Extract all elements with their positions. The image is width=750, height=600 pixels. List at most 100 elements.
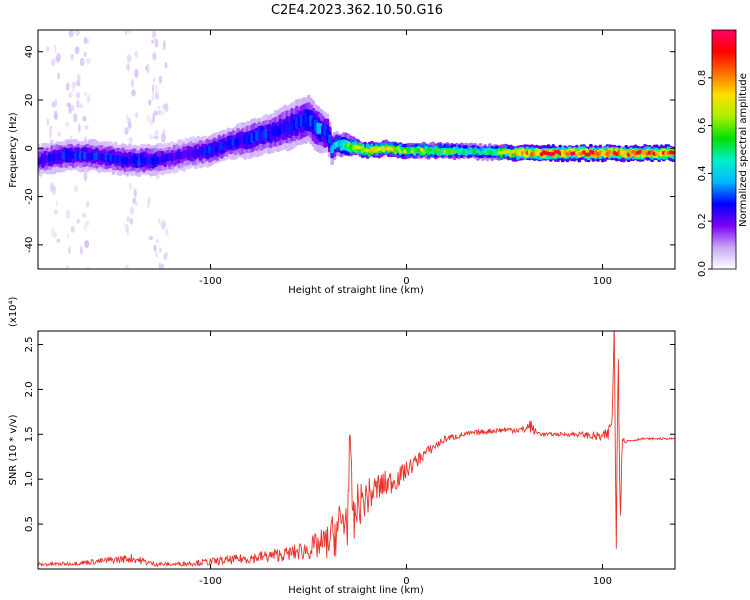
spectrogram-noise-blob xyxy=(50,182,55,192)
spectrogram-noise-blob xyxy=(165,252,169,258)
spectrogram-noise-blob xyxy=(129,217,134,225)
spectrogram-noise-blob xyxy=(68,91,73,99)
spectrogram-noise-blob xyxy=(155,238,159,244)
spectrogram-noise-blob xyxy=(73,113,78,123)
spectrogram-noise-blob xyxy=(152,113,155,123)
spectrogram-noise-blob xyxy=(126,216,130,223)
spectrogram-noise-blob xyxy=(54,43,57,54)
snr-x-tick-label: 0 xyxy=(403,576,409,587)
snr-frame xyxy=(37,330,676,570)
snr-axes: -100 0 100 0.5 1.0 1.5 2.0 2.5 xyxy=(24,331,675,587)
spectrogram-noise-blob xyxy=(51,227,54,238)
spectrogram-noise-blob xyxy=(76,79,81,87)
spectrogram-noise-blob xyxy=(131,79,134,88)
spectrogram-noise-blob xyxy=(153,77,156,83)
colorbar-label: Normalized spectral amplitude xyxy=(738,73,749,227)
colorbar-gradient xyxy=(712,30,736,269)
spectrogram-frame xyxy=(37,29,676,270)
spectrogram-noise-blob xyxy=(76,218,81,224)
spectrogram-noise-blob xyxy=(75,30,80,36)
spectrogram-noise-blob xyxy=(153,38,156,44)
snr-y-axis-label: SNR (10 * v/v) xyxy=(8,414,19,485)
spectrogram-noise-blob xyxy=(55,200,58,206)
spectrogram-noise-blob xyxy=(160,219,166,230)
spectrogram-noise-blob xyxy=(79,245,83,255)
spectrogram-noise-blob xyxy=(154,91,159,100)
spectrogram-noise-blob xyxy=(133,188,137,198)
snr-y-tick-label: 0.5 xyxy=(24,516,35,532)
spectrogram-noise-blob xyxy=(152,83,155,93)
spectrogram-noise-blob xyxy=(162,40,166,51)
spectrogram-noise-blob xyxy=(161,263,165,269)
spectrogram-noise-blob xyxy=(149,134,154,140)
spectrogram-noise-blob xyxy=(85,221,90,226)
spectrogram-noise-blob xyxy=(126,228,129,236)
spectrogram-noise-blob xyxy=(134,50,139,58)
spectrogram-x-tick-label: 0 xyxy=(403,276,409,287)
colorbar-frame xyxy=(711,29,737,270)
spectrogram-noise-blob xyxy=(80,57,85,67)
spectrogram-noise-blob xyxy=(84,51,87,58)
spectrogram-trace-segment xyxy=(586,152,591,157)
spectrogram-noise-blob xyxy=(65,209,71,219)
spectrogram-noise-blob xyxy=(125,30,128,36)
colorbar-tick-label: 0.6 xyxy=(697,118,708,134)
spectrogram-noise-blob xyxy=(158,109,162,116)
snr-y-tick-label: 1.5 xyxy=(24,426,35,442)
spectrogram-noise-blob xyxy=(165,228,169,237)
colorbar-tick-label: 0.8 xyxy=(697,70,708,86)
spectrogram-noise-blob xyxy=(72,30,75,35)
spectrogram-noise-blob xyxy=(151,30,157,39)
spectrogram-noise-blob xyxy=(73,185,79,193)
spectrogram-noise-blob xyxy=(65,121,70,127)
spectrogram-x-axis-label: Height of straight line (km) xyxy=(288,285,424,296)
spectrogram-y-tick-label: 0 xyxy=(24,145,35,151)
snr-panel: -100 0 100 0.5 1.0 1.5 2.0 2.5 Height of straig… xyxy=(8,296,676,596)
spectrogram-noise-blob xyxy=(74,46,80,55)
spectrogram-noise-blob xyxy=(71,83,75,93)
spectrogram-noise-blob xyxy=(70,53,74,61)
spectrogram-noise-blob xyxy=(66,234,69,239)
spectrogram-noise-blob xyxy=(148,99,152,106)
snr-y-tick-label: 2.0 xyxy=(24,381,35,397)
spectrogram-noise-blob xyxy=(85,201,90,208)
spectrogram-noise-blob xyxy=(57,131,62,137)
spectrogram-noise-blob xyxy=(147,199,150,209)
spectrogram-noise-blob xyxy=(154,252,159,258)
spectrogram-noise-blob xyxy=(164,102,169,113)
spectrogram-noise-blob xyxy=(131,89,136,97)
spectrogram-noise-blob xyxy=(152,52,157,61)
spectrogram-noise-blob xyxy=(86,94,91,104)
spectrogram-noise-blob xyxy=(124,264,130,269)
spectrogram-y-axis-label: Frequency (Hz) xyxy=(8,112,19,188)
spectrogram-trace-segment xyxy=(671,150,675,155)
spectrogram-noise-blob xyxy=(46,117,50,126)
spectrogram-noise-blob xyxy=(134,201,138,206)
spectrogram-noise-blob xyxy=(128,136,133,144)
spectrogram-y-tick-label: -20 xyxy=(24,188,35,204)
spectrogram-noise-blob xyxy=(158,246,162,254)
spectrogram-noise-blob xyxy=(57,72,60,80)
snr-y-multiplier-label: (x10⁴) xyxy=(8,296,19,327)
colorbar-tick-label: 0.0 xyxy=(697,261,708,277)
spectrogram-noise-blob xyxy=(158,262,162,269)
spectrogram-noise-blob xyxy=(49,129,52,139)
spectrogram-noise-blob xyxy=(135,70,138,79)
spectrogram-noise-blob xyxy=(153,244,157,252)
spectrogram-noise-blob xyxy=(130,206,135,215)
spectrogram-noise-blob xyxy=(78,123,81,133)
snr-background xyxy=(38,331,675,569)
snr-plot-area xyxy=(38,331,675,568)
spectrogram-noise-blob xyxy=(84,125,89,130)
spectrogram-noise-blob xyxy=(51,101,57,108)
spectrogram-noise-blob xyxy=(83,171,88,182)
spectrogram-trace-segment xyxy=(328,134,332,144)
colorbar-tick-label: 0.2 xyxy=(697,213,708,229)
spectrogram-noise-blob xyxy=(161,133,166,143)
spectrogram-noise-blob xyxy=(154,84,158,93)
spectrogram-noise-blob xyxy=(151,91,155,102)
spectrogram-noise-blob xyxy=(83,91,88,96)
spectrogram-noise-blob xyxy=(153,110,159,116)
colorbar-ticks: 0.0 0.2 0.4 0.6 0.8 xyxy=(697,70,712,277)
spectrogram-noise-blob xyxy=(70,104,75,112)
